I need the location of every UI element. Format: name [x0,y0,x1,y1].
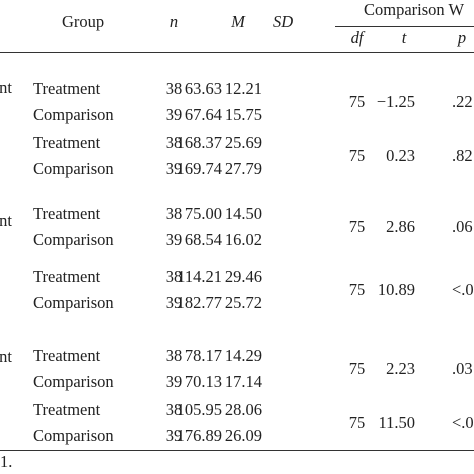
df-cell: 75 [348,358,366,378]
mean-cell: 169.74 [176,158,222,178]
t-cell: 2.86 [386,216,415,236]
sd-cell: 14.50 [224,203,262,223]
n-cell: 39 [165,425,183,445]
n-cell: 39 [165,104,183,124]
mean-cell: 68.54 [184,229,222,249]
p-cell: .06 [452,216,473,236]
sd-cell: 17.14 [224,371,262,391]
mean-cell: 67.64 [184,104,222,124]
header-t: t [401,27,407,47]
n-cell: 38 [165,132,183,152]
n-cell: 38 [165,399,183,419]
t-cell: 0.23 [386,145,415,165]
p-cell: <.00 [452,279,474,299]
sd-cell: 27.79 [224,158,262,178]
n-cell: 39 [165,158,183,178]
group-cell: Comparison [33,425,114,445]
group-cell: Comparison [33,371,114,391]
sd-cell: 25.72 [224,292,262,312]
t-cell: 11.50 [378,412,415,432]
header-df: df [350,27,364,47]
header-comparison: Comparison W [364,0,465,19]
mean-cell: 78.17 [184,345,222,365]
sd-cell: 28.06 [224,399,262,419]
group-cell: Treatment [33,266,101,286]
header-p: p [457,27,467,47]
row-label: nt [0,77,12,97]
n-cell: 38 [165,78,183,98]
mean-cell: 168.37 [176,132,222,152]
footnote: 1. [0,451,13,471]
group-cell: Comparison [33,104,114,124]
mean-cell: 176.89 [176,425,222,445]
df-cell: 75 [348,91,366,111]
n-cell: 39 [165,292,183,312]
df-cell: 75 [348,145,366,165]
sd-cell: 29.46 [224,266,262,286]
t-cell: 10.89 [377,279,415,299]
row-label: nt [0,346,12,366]
group-cell: Comparison [33,292,114,312]
p-cell: <.00 [452,412,474,432]
comparison-rule [335,26,474,27]
n-cell: 38 [165,345,183,365]
mean-cell: 75.00 [184,203,222,223]
p-cell: .03 [452,358,473,378]
df-cell: 75 [348,412,366,432]
sd-cell: 12.21 [224,78,262,98]
mean-cell: 63.63 [184,78,222,98]
n-cell: 38 [165,203,183,223]
group-cell: Treatment [33,345,101,365]
header-group: Group [62,11,105,31]
mean-cell: 114.21 [177,266,222,286]
n-cell: 39 [165,229,183,249]
t-cell: 2.23 [386,358,415,378]
group-cell: Treatment [33,132,101,152]
p-cell: .22 [452,91,473,111]
group-cell: Treatment [33,203,101,223]
header-n: n [169,11,179,31]
df-cell: 75 [348,279,366,299]
df-cell: 75 [348,216,366,236]
header-sd: SD [273,11,294,31]
sd-cell: 26.09 [224,425,262,445]
mean-cell: 70.13 [184,371,222,391]
header-m: M [231,11,245,31]
p-cell: .82 [452,145,473,165]
bottom-rule [0,450,474,451]
row-label: nt [0,210,12,230]
group-cell: Comparison [33,229,114,249]
sd-cell: 16.02 [224,229,262,249]
sd-cell: 14.29 [224,345,262,365]
t-cell: −1.25 [376,91,415,111]
group-cell: Treatment [33,399,101,419]
group-cell: Comparison [33,158,114,178]
n-cell: 38 [165,266,183,286]
sd-cell: 25.69 [224,132,262,152]
header-rule [0,52,474,53]
n-cell: 39 [165,371,183,391]
mean-cell: 105.95 [176,399,222,419]
sd-cell: 15.75 [224,104,262,124]
group-cell: Treatment [33,78,101,98]
mean-cell: 182.77 [176,292,222,312]
